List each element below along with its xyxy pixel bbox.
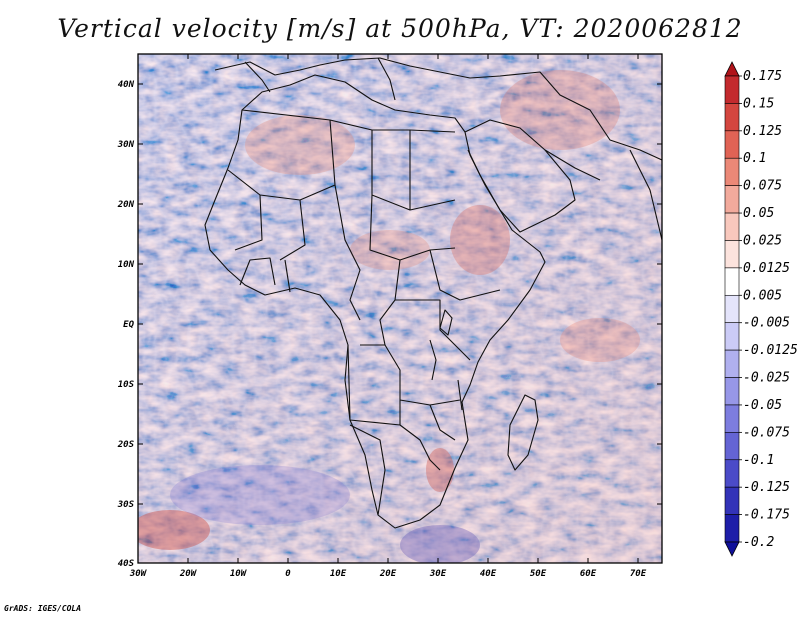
colorbar-swatch: [724, 432, 740, 461]
lat-tick-label: 30S: [117, 500, 135, 510]
colorbar-label: 0.005: [743, 288, 782, 303]
colorbar-swatch: [724, 185, 740, 214]
colorbar-swatch: [724, 459, 740, 488]
colorbar-label: -0.075: [743, 425, 790, 440]
colorbar-swatch: [724, 486, 740, 515]
colorbar-label: 0.125: [743, 124, 782, 139]
colorbar-label: 0.0125: [743, 261, 790, 276]
lon-tick-label: 20W: [179, 569, 198, 579]
colorbar-label: -0.1: [743, 453, 774, 468]
lon-tick-label: 10W: [230, 569, 248, 579]
lat-tick-label: 20N: [117, 200, 135, 210]
colorbar-label: -0.0125: [743, 343, 798, 358]
colorbar-label: -0.125: [743, 480, 790, 495]
velocity-field: [138, 54, 662, 563]
colorbar-swatch: [724, 267, 740, 296]
colorbar-swatch: [724, 514, 740, 543]
lat-tick-label: 20S: [117, 440, 135, 450]
lon-tick-label: 70E: [630, 569, 647, 579]
colorbar-label: -0.175: [743, 508, 790, 523]
colorbar-label: -0.05: [743, 398, 782, 413]
lat-tick-label: 10N: [118, 260, 135, 270]
lon-tick-label: 40E: [480, 569, 497, 579]
latitude-axis: 40N 30N 20N 10N EQ 10S 20S 30S 40S: [117, 80, 662, 569]
longitude-axis: 30W 20W 10W 0 10E 20E 30E 40E 50E 60E 70E: [129, 54, 647, 579]
colorbar-swatch: [724, 130, 740, 159]
colorbar-label: 0.1: [743, 151, 766, 166]
colorbar-label: -0.005: [743, 316, 790, 331]
lon-tick-label: 0: [285, 569, 291, 579]
colorbar-swatch: [724, 75, 740, 104]
colorbar-label: 0.05: [743, 206, 774, 221]
lon-tick-label: 20E: [379, 569, 397, 579]
colorbar-swatch: [724, 240, 740, 269]
map-title: Vertical velocity [m/s] at 500hPa, VT: 2…: [57, 14, 743, 43]
colorbar: 0.175 0.15 0.125 0.1 0.075 0.05 0.025 0.0125 0.0…: [724, 61, 798, 557]
colorbar-min-arrow: [724, 541, 740, 557]
colorbar-max-arrow: [724, 61, 740, 77]
lon-tick-label: 30E: [429, 569, 447, 579]
lat-tick-label: EQ: [123, 320, 134, 330]
lat-tick-label: 10S: [118, 380, 135, 390]
coastlines-and-borders: [204, 57, 662, 529]
lon-tick-label: 30W: [129, 569, 148, 579]
colorbar-swatch: [724, 349, 740, 378]
lon-tick-label: 10E: [330, 569, 347, 579]
lat-tick-label: 30N: [117, 140, 135, 150]
plot-frame: [137, 53, 663, 564]
colorbar-swatch: [724, 212, 740, 241]
colorbar-label: 0.025: [743, 233, 782, 248]
lat-tick-label: 40S: [118, 559, 135, 569]
colorbar-label: 0.15: [743, 96, 774, 111]
colorbar-label: -0.025: [743, 371, 790, 386]
colorbar-label: -0.2: [743, 535, 774, 550]
footer-credit: GrADS: IGES/COLA: [4, 604, 82, 613]
lon-tick-label: 60E: [580, 569, 597, 579]
colorbar-swatch: [724, 103, 740, 132]
colorbar-swatch: [724, 157, 740, 186]
colorbar-swatch: [724, 322, 740, 351]
colorbar-swatch: [724, 294, 740, 324]
colorbar-swatch: [724, 377, 740, 406]
lat-tick-label: 40N: [118, 80, 135, 90]
colorbar-swatch: [724, 404, 740, 433]
colorbar-label: 0.075: [743, 179, 782, 194]
colorbar-label: 0.175: [743, 69, 782, 84]
lon-tick-label: 50E: [530, 569, 547, 579]
